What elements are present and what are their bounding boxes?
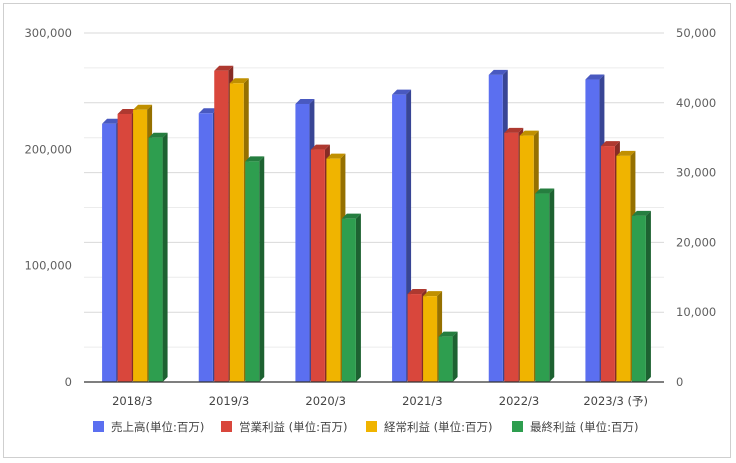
bar-top [585,74,605,80]
bar [631,210,651,382]
left-axis-tick-label: 300,000 [24,26,72,40]
legend-swatch [93,421,104,432]
bar-front [407,294,422,382]
bar-front [616,155,631,382]
legend-swatch [512,421,523,432]
bar-front [245,161,260,382]
left-axis-ticks: 0 100,000 200,000 300,000 [24,26,72,389]
bar-top [295,98,315,104]
bar [341,213,361,382]
bar-top [631,210,651,216]
category-label: 2023/3 (予) [583,394,648,408]
bar-front [341,218,356,382]
legend-swatch [221,421,232,432]
bar-side [259,156,265,382]
bar-top [423,291,443,297]
category-label: 2021/3 [402,394,442,408]
gridlines [84,32,664,348]
bar-front [535,193,550,382]
bar-front [148,137,163,382]
right-axis-tick-label: 50,000 [676,26,716,40]
legend-label: 経常利益 (単位:百万) [384,420,493,434]
bar-top [488,69,508,75]
bar-front [438,336,453,382]
bar-side [162,132,168,382]
bar-front [600,146,615,382]
bar-front [117,113,132,382]
bar-side [549,188,555,382]
bar-top [117,108,137,114]
bar-front [504,132,519,382]
bar-front [102,123,117,383]
legend-item: 営業利益 (単位:百万) [221,420,348,434]
bar-front [310,149,325,382]
bar-front [326,158,341,382]
category-label: 2020/3 [305,394,345,408]
bar-top [407,289,427,295]
right-axis-tick-label: 0 [676,375,683,389]
bar-top [600,141,620,147]
left-axis-tick-label: 100,000 [24,259,72,273]
legend-swatch [366,421,377,432]
bar [245,156,265,382]
bar-top [214,65,234,71]
bar-front [631,215,646,382]
left-axis-tick-label: 200,000 [24,142,72,156]
bar-top [102,118,122,124]
category-labels: 2018/3 2019/3 2020/3 2021/3 2022/3 2023/3 (予) [112,394,648,408]
category-label: 2018/3 [112,394,152,408]
legend: 売上高(単位:百万) 営業利益 (単位:百万) 経常利益 (単位:百万) 最終利益 (… [93,420,639,434]
bar [438,331,458,382]
bar [535,188,555,382]
bar-top [245,156,265,162]
bar-side [355,213,361,382]
bar-top [310,144,330,150]
category-label: 2022/3 [499,394,539,408]
bar-top [535,188,555,194]
bar-front [198,113,213,383]
bar-top [229,78,249,84]
right-axis-ticks: 0 10,000 20,000 30,000 40,000 50,000 [676,26,716,389]
legend-item: 経常利益 (単位:百万) [366,420,493,434]
bar-top [504,127,524,133]
left-axis-tick-label: 0 [65,375,72,389]
bar-front [488,74,503,382]
bar-top [148,132,168,138]
bar-front [295,103,310,383]
bar-side [452,331,458,382]
bar-side [645,210,651,382]
category-label: 2019/3 [209,394,249,408]
bar-top [438,331,458,337]
bar-top [341,213,361,219]
legend-label: 営業利益 (単位:百万) [239,420,348,434]
right-axis-tick-label: 20,000 [676,235,716,249]
bar-front [133,109,148,382]
bar-top [616,150,636,156]
legend-item: 売上高(単位:百万) [93,420,204,434]
legend-item: 最終利益 (単位:百万) [512,420,639,434]
bar-front [392,94,407,382]
bar-front [585,79,600,383]
right-axis-tick-label: 30,000 [676,166,716,180]
bar-top [326,153,346,159]
bar-front [423,296,438,382]
legend-label: 最終利益 (単位:百万) [530,420,639,434]
bar-top [198,108,218,114]
bar-front [519,135,534,382]
bar-top [133,104,153,110]
bar-top [392,89,412,95]
legend-label: 売上高(単位:百万) [111,420,204,434]
bar-front [214,70,229,382]
bars [102,65,651,383]
right-axis-tick-label: 10,000 [676,305,716,319]
bar-top [519,130,539,136]
right-axis-tick-label: 40,000 [676,96,716,110]
bar-front [229,83,244,383]
bar [148,132,168,382]
